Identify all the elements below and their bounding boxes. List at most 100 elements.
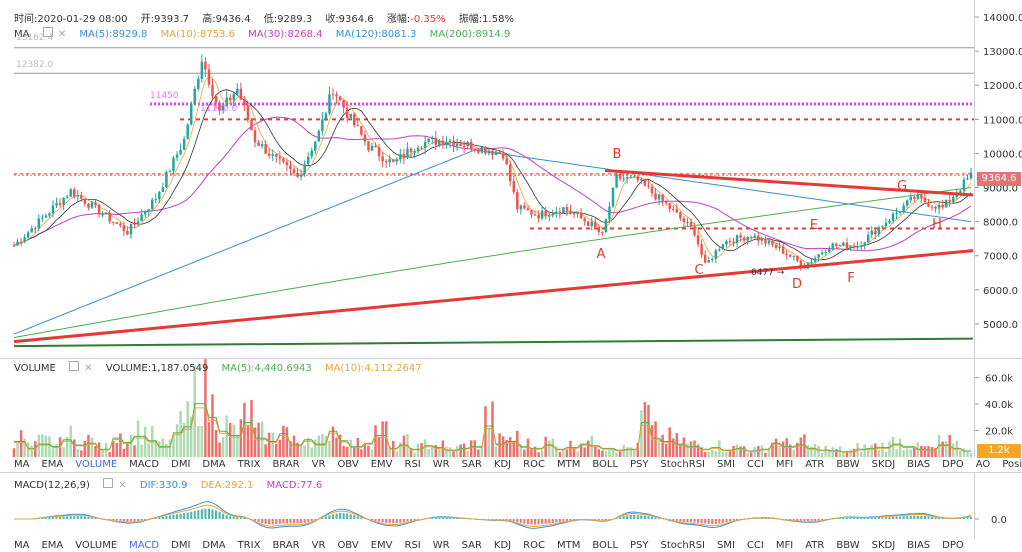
indicator-tab-boll[interactable]: BOLL	[592, 458, 619, 470]
candle-body	[711, 258, 714, 261]
indicator-tab-bbw[interactable]: BBW	[836, 458, 860, 470]
indicator-tab-vr[interactable]: VR	[311, 539, 326, 551]
indicator-tab-roc[interactable]: ROC	[523, 458, 545, 470]
indicator-tab-boll[interactable]: BOLL	[592, 539, 619, 551]
indicator-tab-ao[interactable]: AO	[975, 458, 991, 470]
indicator-tab-bbw[interactable]: BBW	[836, 539, 860, 551]
macd-close-icon[interactable]: ✕	[118, 480, 127, 491]
macd-bar	[129, 519, 133, 522]
indicator-tab-mtm[interactable]: MTM	[556, 458, 581, 470]
volume-bar	[739, 446, 742, 457]
indicator-tab-cci[interactable]: CCI	[746, 539, 764, 551]
candle-body	[516, 192, 519, 210]
indicator-tab-mfi[interactable]: MFI	[775, 539, 794, 551]
indicator-tab-smi[interactable]: SMI	[717, 539, 735, 551]
volume-ma10-line	[14, 407, 971, 453]
indicator-tab-position[interactable]: Position	[1002, 458, 1022, 470]
indicator-tab-skdj[interactable]: SKDJ	[871, 539, 896, 551]
price-panel[interactable]: 14000.0 13000.0 12000.0 11000.0 10000.0 9000.…	[0, 0, 1022, 358]
candle-body	[264, 144, 267, 154]
volume-bar	[640, 410, 643, 457]
indicator-tab-vr[interactable]: VR	[311, 458, 326, 470]
indicator-tab-dmi[interactable]: DMI	[171, 458, 191, 470]
indicator-tab-cci[interactable]: CCI	[746, 458, 764, 470]
indicator-tab-macd[interactable]: MACD	[129, 539, 160, 551]
candle-body	[788, 254, 792, 257]
indicator-tab-obv[interactable]: OBV	[337, 458, 359, 470]
indicator-tab-stochrsi[interactable]: StochRSI	[660, 458, 705, 470]
macd-panel[interactable]: 0.0 MACD(12,26,9) ✕ DIF:330.9 DEA:292.1 …	[0, 472, 1022, 539]
indicator-tab-ma[interactable]: MA	[14, 458, 30, 470]
indicator-tab-emv[interactable]: EMV	[370, 458, 393, 470]
indicator-tab-dma[interactable]: DMA	[202, 539, 226, 551]
indicator-tab-trix[interactable]: TRIX	[237, 458, 261, 470]
volume-bar	[835, 449, 838, 457]
indicator-tab-wr[interactable]: WR	[432, 539, 450, 551]
candle-body	[487, 151, 491, 154]
indicator-tab-volume[interactable]: VOLUME	[75, 539, 118, 551]
volume-panel[interactable]: 60.0k 40.0k 20.0k VOLUME ✕ VOLUME:1,187.05…	[0, 358, 1022, 458]
volume-bar	[349, 439, 352, 457]
ma-close-icon[interactable]: ✕	[57, 29, 67, 40]
price-chart[interactable]: 14000.0 13000.0 12000.0 11000.0 10000.0 9000.…	[0, 0, 1022, 358]
volume-bar	[232, 424, 235, 457]
indicator-tab-mtm[interactable]: MTM	[556, 539, 581, 551]
indicator-tab-obv[interactable]: OBV	[337, 539, 359, 551]
ma-settings-icon[interactable]	[42, 27, 53, 37]
indicator-tab-sar[interactable]: SAR	[461, 458, 482, 470]
indicator-tab-kdj[interactable]: KDJ	[493, 458, 512, 470]
macd-bar	[509, 519, 512, 521]
candle-body	[250, 119, 253, 131]
indicator-tab-stochrsi[interactable]: StochRSI	[660, 539, 705, 551]
indicator-tab-ema[interactable]: EMA	[41, 458, 64, 470]
macd-bar	[502, 519, 505, 520]
volume-bar	[90, 437, 94, 457]
volume-bar	[888, 441, 891, 457]
indicator-tab-mfi[interactable]: MFI	[775, 458, 794, 470]
indicator-tab-ma[interactable]: MA	[14, 539, 30, 551]
candle-body	[321, 119, 324, 131]
indicator-tab-dma[interactable]: DMA	[202, 458, 226, 470]
macd-bar	[222, 513, 225, 519]
candle-body	[835, 243, 838, 246]
macd-bar	[650, 516, 654, 519]
indicator-tab-psy[interactable]: PSY	[630, 458, 649, 470]
indicator-tab-kdj[interactable]: KDJ	[493, 539, 512, 551]
indicator-tab-brar[interactable]: BRAR	[272, 458, 300, 470]
indicator-tab-ema[interactable]: EMA	[41, 539, 64, 551]
candle-body	[824, 251, 827, 253]
low-annotation: 6477 →	[751, 268, 785, 278]
candle-body	[923, 197, 927, 203]
indicator-tab-dpo[interactable]: DPO	[942, 539, 964, 551]
indicator-tab-atr[interactable]: ATR	[805, 458, 825, 470]
indicator-tab-volume[interactable]: VOLUME	[75, 458, 118, 470]
indicator-tab-rsi[interactable]: RSI	[404, 539, 421, 551]
volume-chart[interactable]: 60.0k 40.0k 20.0k	[0, 359, 1022, 457]
volume-close-icon[interactable]: ✕	[84, 363, 93, 374]
indicator-tab-dmi[interactable]: DMI	[171, 539, 191, 551]
indicator-tab-bias[interactable]: BIAS	[907, 458, 931, 470]
volume-settings-icon[interactable]	[69, 361, 80, 371]
indicator-tab-roc[interactable]: ROC	[523, 539, 545, 551]
indicator-tab-bias[interactable]: BIAS	[907, 539, 931, 551]
macd-chart[interactable]: 0.0	[0, 473, 1022, 539]
indicator-tab-psy[interactable]: PSY	[630, 539, 649, 551]
volume-bar	[44, 435, 48, 457]
indicator-tab-trix[interactable]: TRIX	[237, 539, 261, 551]
indicator-tab-rsi[interactable]: RSI	[404, 458, 421, 470]
macd-settings-icon[interactable]	[103, 478, 114, 488]
indicator-tab-sar[interactable]: SAR	[461, 539, 482, 551]
indicator-tab-emv[interactable]: EMV	[370, 539, 393, 551]
indicator-tab-atr[interactable]: ATR	[805, 539, 825, 551]
candle-body	[97, 204, 101, 215]
macd-bar	[353, 515, 356, 519]
candle-body	[866, 234, 870, 243]
indicator-tabs-primary: MA EMA VOLUME MACD DMI DMA TRIX BRAR VR OBV EMV RSI…	[0, 456, 1022, 472]
indicator-tab-wr[interactable]: WR	[432, 458, 450, 470]
candle-body	[817, 254, 820, 258]
indicator-tab-macd[interactable]: MACD	[129, 458, 160, 470]
indicator-tab-skdj[interactable]: SKDJ	[871, 458, 896, 470]
indicator-tab-brar[interactable]: BRAR	[272, 539, 300, 551]
indicator-tab-smi[interactable]: SMI	[717, 458, 735, 470]
indicator-tab-dpo[interactable]: DPO	[942, 458, 964, 470]
